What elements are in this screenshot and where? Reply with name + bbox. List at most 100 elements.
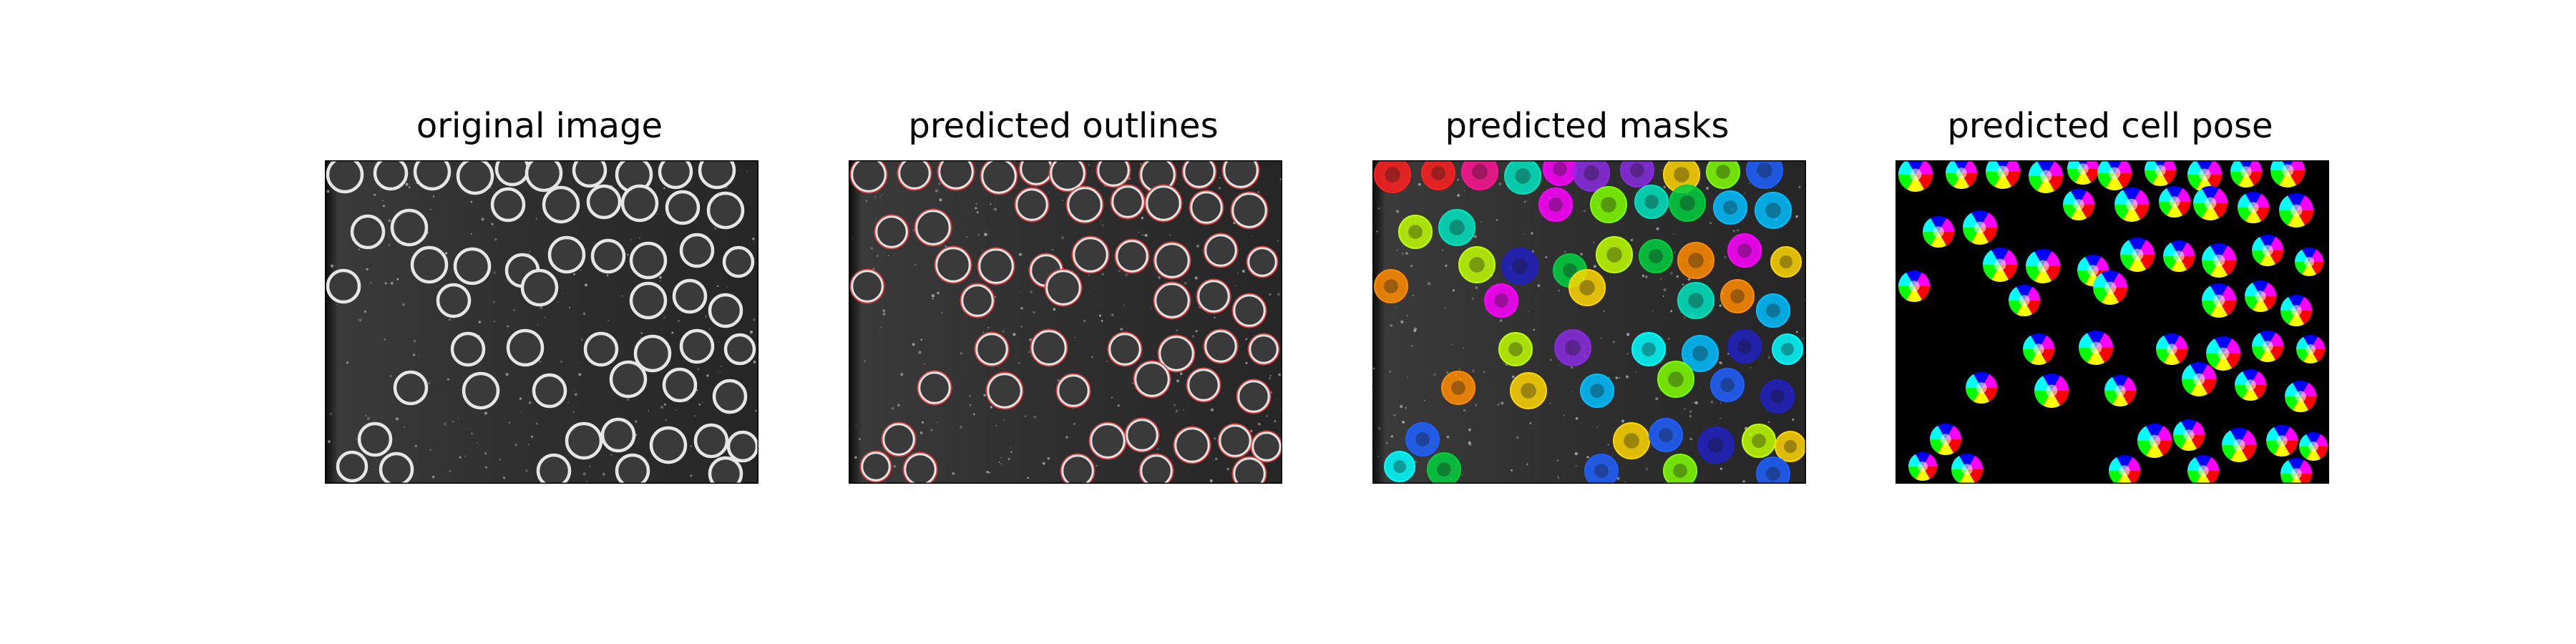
speckle: [365, 415, 366, 416]
speckle: [499, 459, 502, 461]
cell-flow: [1898, 270, 1930, 303]
speckle: [718, 341, 719, 343]
speckle: [529, 250, 531, 253]
cell-mask: [1669, 185, 1706, 222]
speckle: [1141, 216, 1144, 220]
speckle: [1020, 307, 1023, 310]
cell: [874, 214, 909, 250]
cell: [583, 331, 619, 367]
speckle: [952, 472, 955, 475]
speckle: [1088, 164, 1090, 166]
speckle: [897, 404, 900, 406]
cell-mask-center: [1641, 342, 1656, 356]
cell-outline: [914, 208, 952, 247]
speckle: [876, 254, 879, 258]
speckle: [1545, 255, 1548, 259]
speckle: [663, 316, 666, 319]
cell-mask: [1384, 451, 1415, 482]
cell-flow: [2206, 336, 2240, 371]
speckle: [864, 360, 866, 362]
cell-flow: [2296, 335, 2325, 364]
speckle: [1575, 465, 1577, 467]
speckle: [1607, 444, 1609, 447]
cell-flow: [2245, 280, 2276, 313]
speckle: [525, 469, 528, 472]
speckle: [1280, 409, 1282, 410]
speckle: [519, 397, 522, 400]
speckle: [569, 306, 570, 308]
speckle: [882, 194, 883, 195]
speckle: [1176, 379, 1180, 383]
cell: [897, 160, 932, 191]
speckle: [993, 208, 997, 211]
cell-mask: [1405, 422, 1440, 457]
image-frame: [849, 160, 1282, 484]
speckle: [697, 368, 700, 371]
cell-flow: [2295, 248, 2323, 276]
speckle: [891, 406, 894, 410]
speckle: [690, 445, 693, 447]
speckle: [663, 403, 666, 406]
speckle: [1010, 451, 1013, 453]
cell: [536, 453, 572, 484]
cell: [490, 187, 526, 223]
speckle: [1138, 231, 1140, 233]
speckle: [893, 464, 897, 468]
cell-flow: [2144, 160, 2177, 187]
original-image: [325, 160, 758, 484]
cell: [914, 208, 952, 247]
speckle: [484, 452, 487, 454]
speckle: [507, 325, 509, 328]
speckle: [1710, 400, 1714, 404]
speckle: [875, 218, 877, 220]
cell-flow: [2182, 361, 2216, 397]
cell-mask: [1596, 236, 1633, 273]
speckle: [1498, 182, 1502, 186]
speckle: [1802, 338, 1804, 339]
cell: [629, 281, 668, 320]
speckle: [1018, 362, 1020, 365]
speckle: [1269, 293, 1272, 296]
speckle: [746, 170, 748, 172]
speckle: [706, 374, 709, 377]
speckle: [1673, 233, 1674, 235]
speckle: [674, 409, 676, 411]
speckle: [1277, 240, 1279, 242]
speckle: [1442, 249, 1443, 251]
speckle: [749, 331, 753, 334]
cell-outline: [1114, 238, 1150, 274]
cell-outline: [960, 283, 995, 318]
cell: [679, 328, 715, 364]
speckle: [990, 203, 992, 205]
speckle: [560, 360, 563, 363]
cell: [450, 331, 486, 367]
cell-flow: [1945, 160, 1978, 190]
image-frame: [325, 160, 758, 484]
speckle: [449, 469, 452, 473]
speckle: [1742, 480, 1745, 484]
speckle: [1234, 285, 1236, 286]
cell-outline: [1236, 379, 1272, 414]
speckle: [919, 431, 923, 434]
cell-flow: [2009, 284, 2040, 317]
cell-outline: [1186, 367, 1221, 403]
speckle: [1269, 374, 1272, 377]
cell: [572, 160, 608, 188]
speckle: [671, 331, 674, 334]
cell-flow: [2159, 185, 2190, 218]
speckle: [1499, 319, 1503, 322]
speckle: [656, 213, 658, 215]
speckle: [530, 435, 534, 438]
cell-mask-center: [1601, 197, 1616, 213]
speckle: [1694, 401, 1698, 405]
speckle: [578, 361, 580, 364]
cell-flow: [2299, 432, 2328, 461]
cell: [1114, 238, 1150, 274]
speckle: [1410, 344, 1413, 348]
speckle: [1603, 310, 1605, 313]
speckle: [1511, 375, 1515, 379]
cell-flow: [2026, 248, 2060, 284]
cell-mask: [1484, 283, 1518, 318]
speckle: [1619, 377, 1621, 379]
cell-outline: [1107, 331, 1143, 367]
